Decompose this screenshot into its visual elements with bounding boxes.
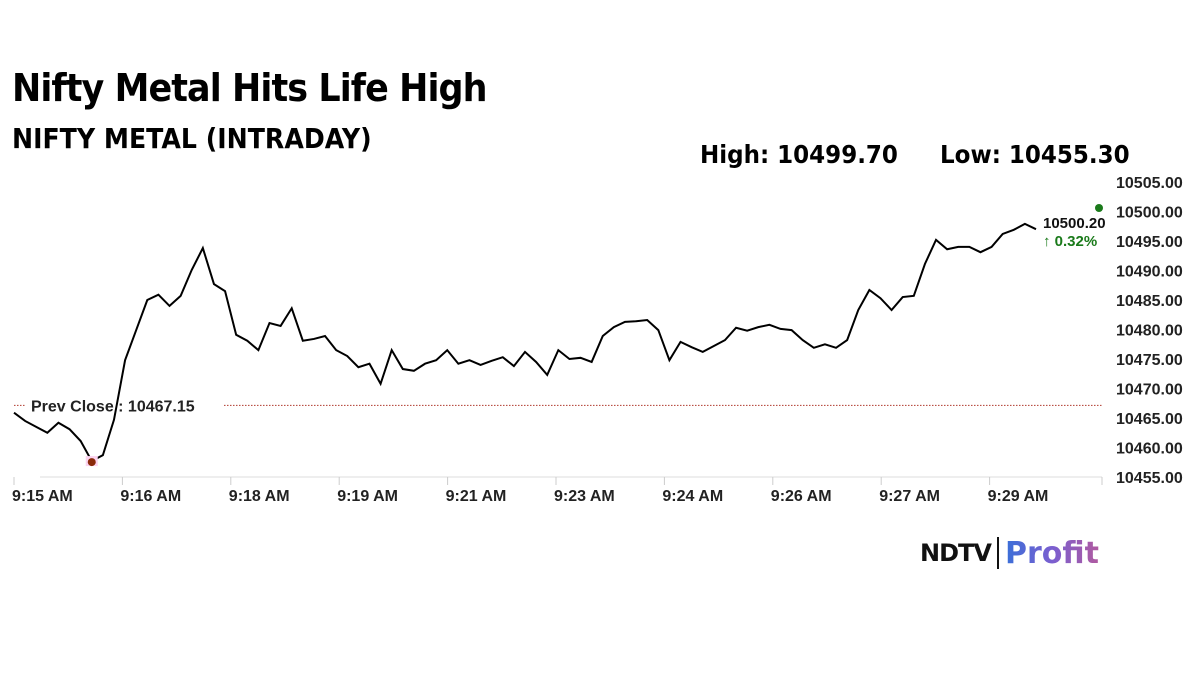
y-tick-label: 10465.00: [1116, 411, 1183, 428]
x-tick-label: 9:26 AM: [771, 488, 832, 505]
prev-close-label-bg: [26, 394, 224, 417]
last-point-marker: [1095, 204, 1103, 212]
prev-close-label: Prev Close : 10467.15: [31, 398, 195, 415]
x-tick-label: 9:29 AM: [988, 488, 1049, 505]
y-tick-label: 10460.00: [1116, 441, 1183, 458]
x-tick-label: 9:15 AM: [12, 488, 73, 505]
x-tick-label: 9:23 AM: [554, 488, 615, 505]
logo-product: Profit: [1004, 535, 1099, 571]
x-tick-label: 9:21 AM: [446, 488, 507, 505]
low-label: Low: 10455.30: [940, 140, 1130, 169]
change-percent-label: ↑ 0.32%: [1043, 233, 1097, 250]
last-value-label: 10500.20: [1043, 215, 1106, 232]
y-tick-label: 10475.00: [1116, 352, 1183, 369]
y-tick-label: 10480.00: [1116, 323, 1183, 340]
x-tick-label: 9:19 AM: [337, 488, 398, 505]
logo-brand: NDTV: [920, 539, 992, 567]
y-tick-label: 10505.00: [1116, 175, 1183, 192]
low-marker: [87, 458, 96, 467]
logo-divider: [996, 537, 999, 569]
x-tick-label: 9:16 AM: [120, 488, 181, 505]
y-tick-label: 10455.00: [1116, 470, 1183, 487]
high-label: High: 10499.70: [700, 140, 898, 169]
y-tick-label: 10490.00: [1116, 264, 1183, 281]
x-tick-label: 9:18 AM: [229, 488, 290, 505]
price-series-line: [13, 222, 1037, 463]
page-title: Nifty Metal Hits Life High: [12, 66, 488, 110]
x-tick-label: 9:27 AM: [879, 488, 940, 505]
ndtv-profit-logo: NDTV Profit: [920, 535, 1099, 571]
y-tick-label: 10500.00: [1116, 205, 1183, 222]
x-tick-label: 9:24 AM: [662, 488, 723, 505]
y-tick-label: 10495.00: [1116, 234, 1183, 251]
y-tick-label: 10485.00: [1116, 293, 1183, 310]
y-tick-label: 10470.00: [1116, 382, 1183, 399]
chart-subtitle: NIFTY METAL (INTRADAY): [12, 122, 372, 155]
